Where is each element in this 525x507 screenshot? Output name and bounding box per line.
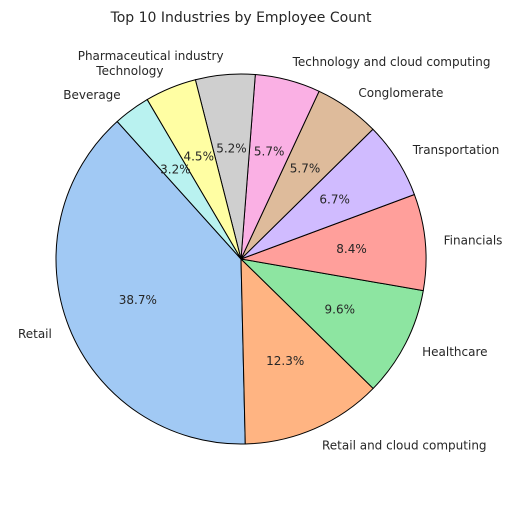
chart-title: Top 10 Industries by Employee Count — [110, 10, 372, 26]
pct-label-retail-and-cloud-computing: 12.3% — [266, 354, 304, 368]
slice-label-pharmaceutical-industry: Pharmaceutical industry — [78, 49, 224, 63]
pct-label-conglomerate: 5.7% — [290, 161, 321, 175]
pct-label-pharmaceutical-industry: 5.2% — [216, 141, 247, 155]
slice-label-beverage: Beverage — [63, 88, 120, 102]
pie-slices — [55, 73, 427, 445]
pie-slice-beverage — [116, 99, 242, 260]
slice-label-retail-and-cloud-computing: Retail and cloud computing — [322, 439, 487, 453]
pie-slice-financials — [240, 194, 427, 292]
pie-labels: 38.7% Retail 12.3% Retail and cloud computi… — [18, 49, 503, 452]
slice-label-transportation: Transportation — [412, 143, 500, 157]
pct-label-technology: 4.5% — [183, 149, 214, 163]
pie-slice-healthcare — [240, 258, 424, 389]
slice-label-financials: Financials — [444, 233, 503, 247]
pie-slice-retail-and-cloud-computing — [240, 258, 374, 445]
pct-label-financials: 8.4% — [336, 242, 367, 256]
slice-label-retail: Retail — [18, 327, 52, 341]
slice-label-conglomerate: Conglomerate — [358, 86, 443, 100]
pct-label-retail: 38.7% — [119, 293, 157, 307]
slice-label-healthcare: Healthcare — [422, 345, 487, 359]
pct-label-technology-and-cloud-computing: 5.7% — [254, 145, 285, 159]
pct-label-beverage: 3.2% — [160, 162, 191, 176]
pct-label-healthcare: 9.6% — [325, 303, 356, 317]
slice-label-technology-and-cloud-computing: Technology and cloud computing — [292, 55, 491, 69]
pct-label-transportation: 6.7% — [319, 192, 350, 206]
pie-slice-retail — [55, 121, 246, 445]
slice-label-technology: Technology — [95, 64, 163, 78]
